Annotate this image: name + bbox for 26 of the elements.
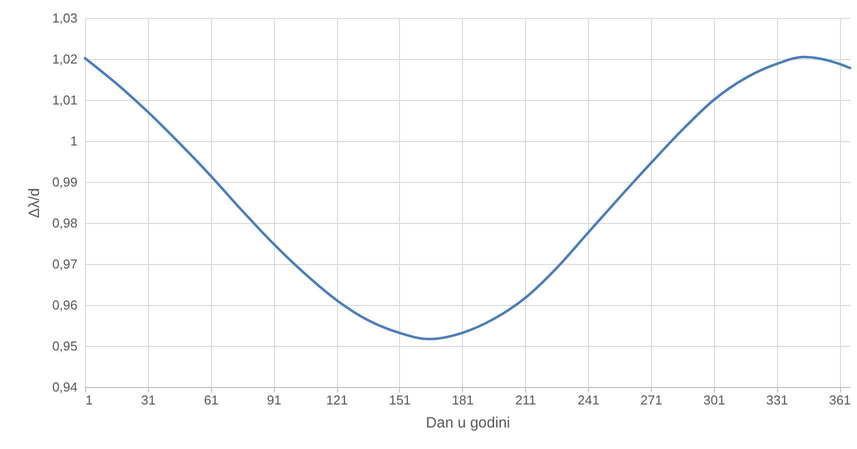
x-tick-label: 1: [86, 392, 93, 408]
y-tick-label: 0,95: [52, 338, 78, 354]
x-tick-label: 151: [389, 392, 411, 408]
x-tick-label: 211: [515, 392, 536, 408]
y-tick-label: 0,94: [52, 380, 78, 394]
x-tick-label: 301: [703, 392, 726, 408]
x-tick-label: 331: [766, 392, 788, 408]
x-tick-label: 91: [266, 392, 282, 408]
y-tick-label: 0,98: [52, 216, 78, 230]
x-tick-label: 121: [326, 392, 348, 408]
x-tick-label: 181: [452, 392, 474, 408]
y-tick-label: 0,97: [52, 256, 78, 272]
x-tick-label: 61: [204, 392, 218, 408]
x-axis-title: Dan u godini: [426, 414, 510, 432]
y-tick-label: 1: [70, 134, 78, 148]
y-tick-label: 1,01: [52, 92, 78, 108]
y-axis-title: Δλ/d: [26, 188, 44, 218]
y-tick-label: 0,96: [52, 298, 78, 312]
y-tick-label: 0,99: [52, 174, 78, 190]
y-tick-label: 1,02: [52, 52, 78, 66]
y-tick-label: 1,03: [52, 10, 78, 26]
x-tick-label: 31: [141, 392, 156, 408]
x-tick-label: 241: [578, 392, 600, 408]
x-tick-label: 361: [829, 392, 851, 408]
line-series: [84, 56, 852, 340]
x-tick-label: 271: [640, 392, 662, 408]
